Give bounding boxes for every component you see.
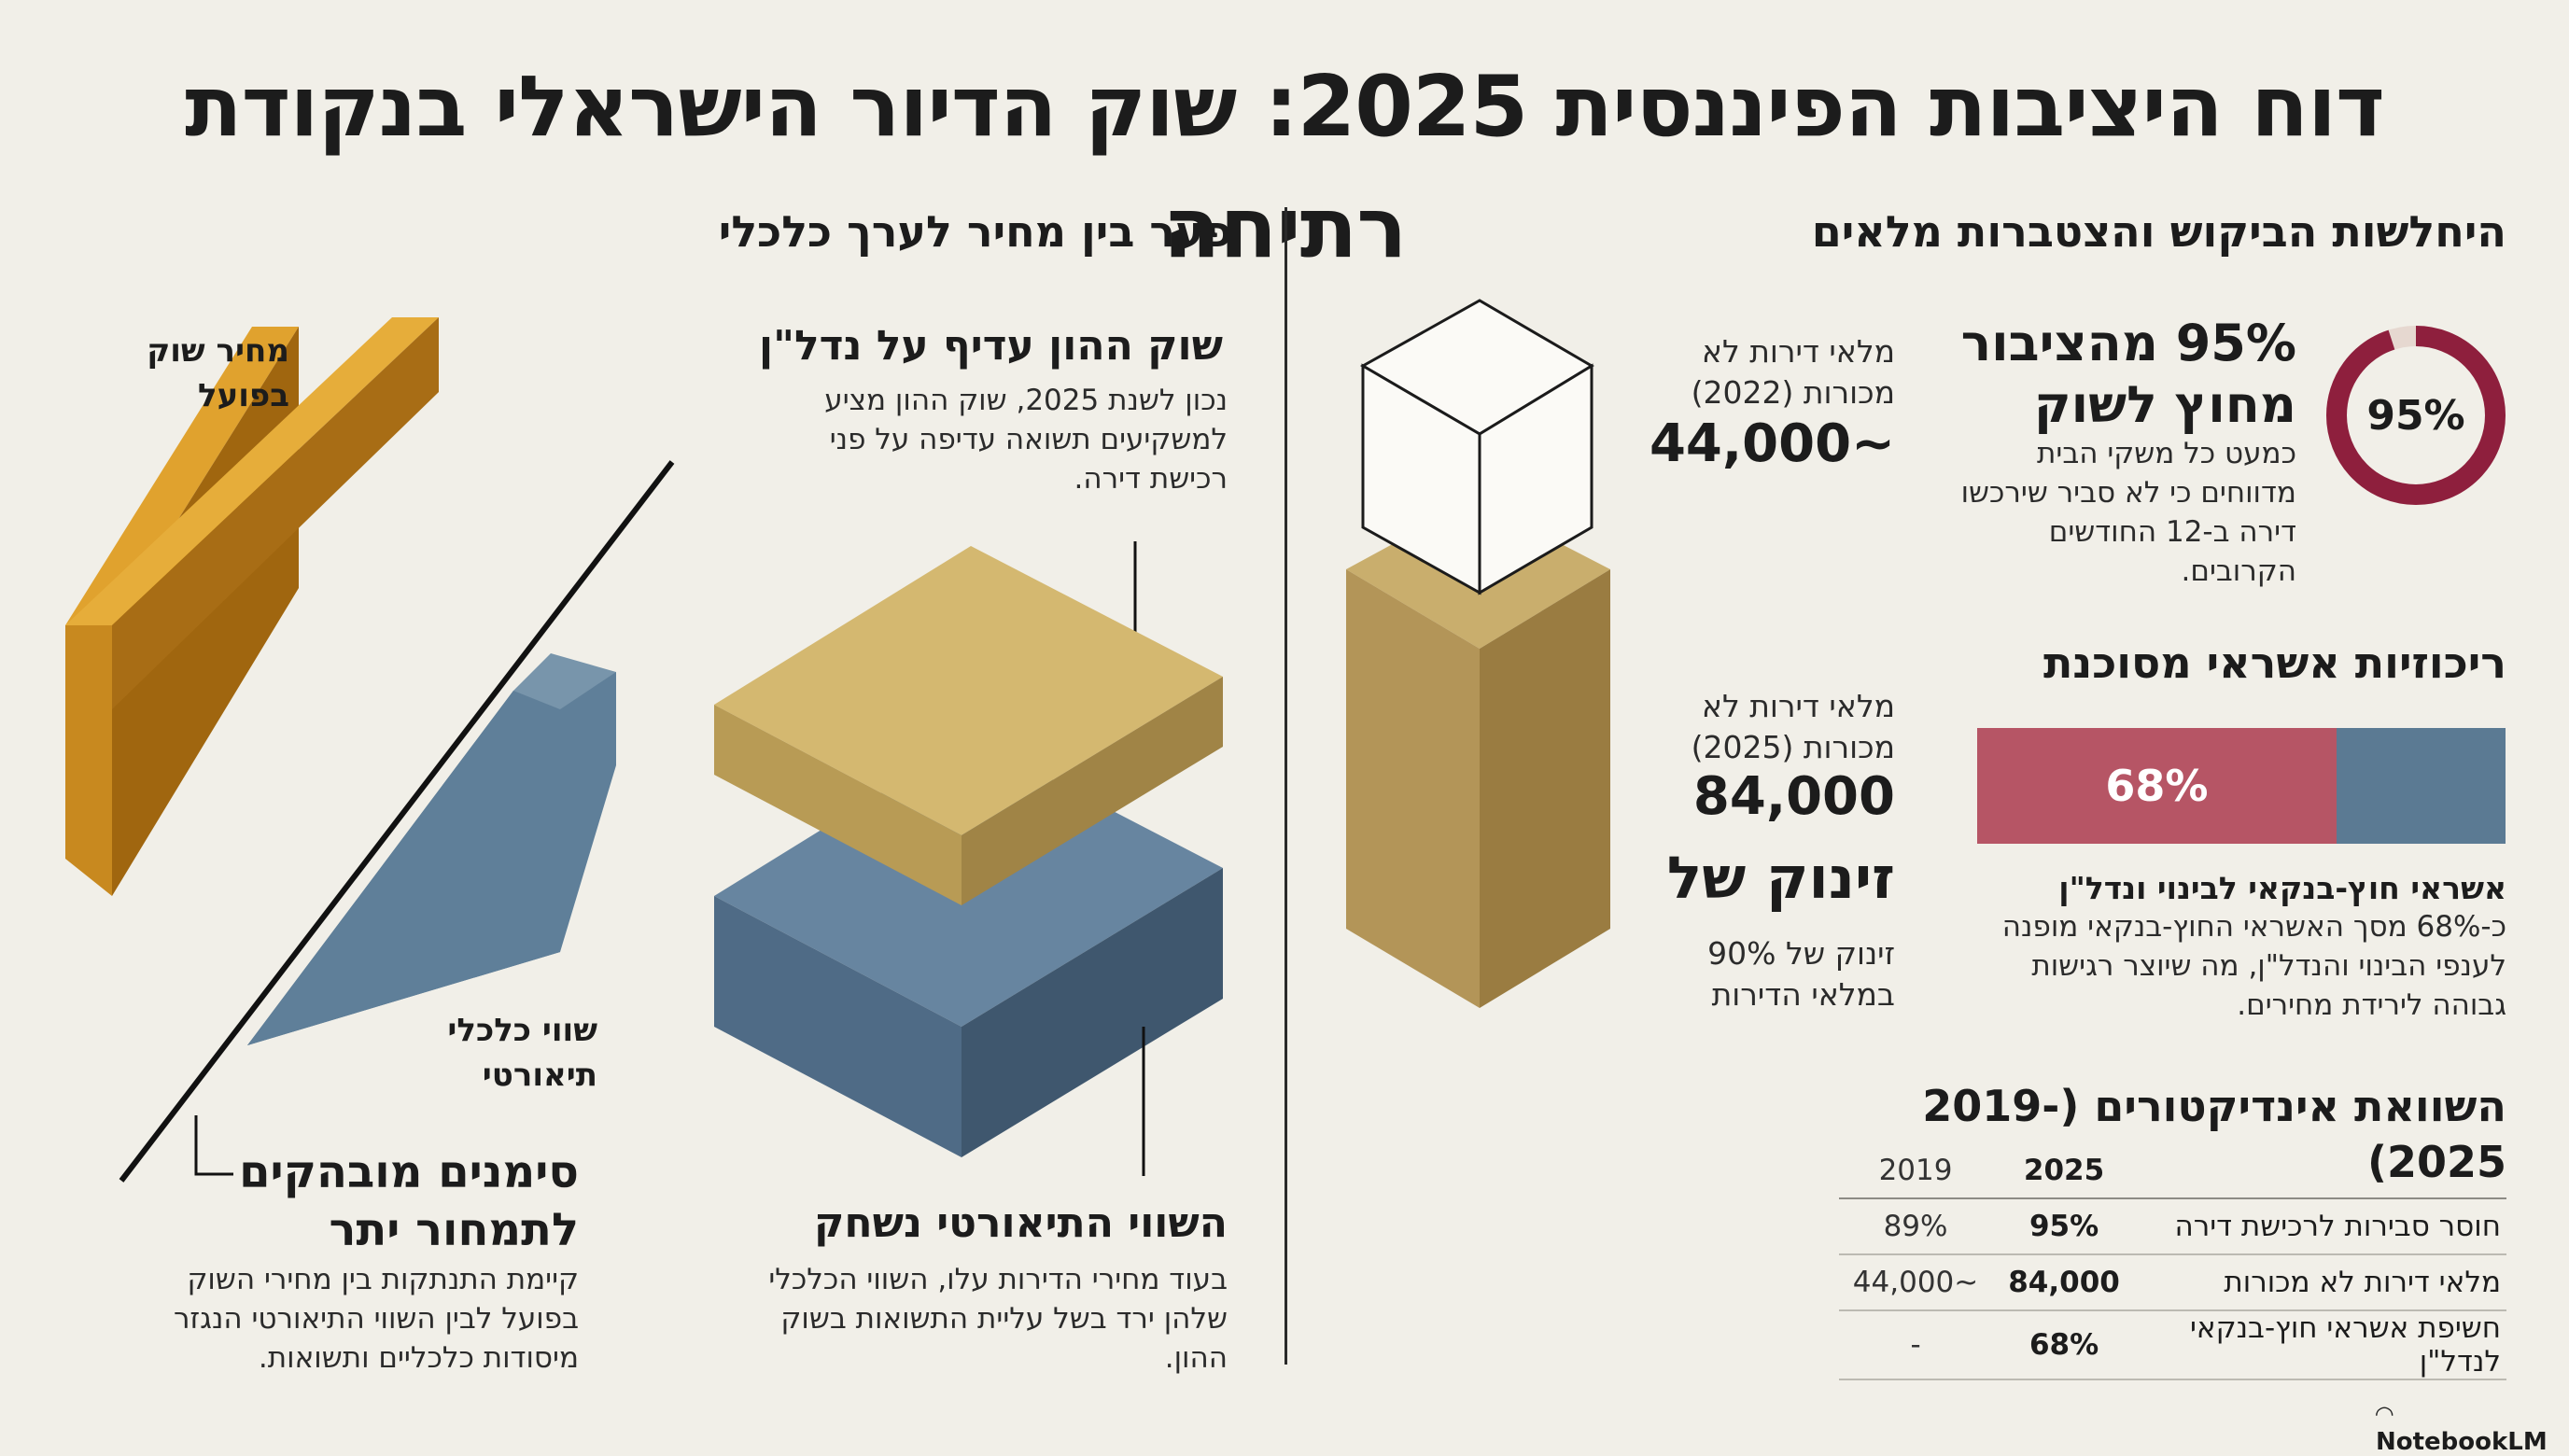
- inventory-2022-value: ~44,000: [1649, 413, 1895, 474]
- economic-value-label: שווי כלכלי תיאורטי: [447, 1012, 597, 1094]
- table-header-indicator: [2136, 1143, 2506, 1199]
- table-header-2019: 2019: [1839, 1143, 1993, 1199]
- table-cell-2019: ~44,000: [1839, 1254, 1993, 1311]
- capital-heading: שוק ההון עדיף על נדל"ן: [759, 322, 1223, 370]
- capital-vs-value-illustration: [714, 541, 1223, 1176]
- table-row: מלאי דירות לא מכורות 84,000 ~44,000: [1839, 1254, 2506, 1311]
- credit-bar-fill: 68%: [1977, 728, 2337, 844]
- table-cell-label: חוסר סבירות לרכישת דירה: [2136, 1198, 2506, 1255]
- table-header-2025: 2025: [1992, 1143, 2137, 1199]
- jump-heading: זינוק של: [1666, 844, 1895, 912]
- inventory-2025-value: 84,000: [1692, 766, 1895, 827]
- table-cell-2019: -: [1839, 1310, 1993, 1380]
- eroded-text: בעוד מחירי הדירות עלו, השווי הכלכלי שלהן…: [768, 1263, 1228, 1375]
- page-title: דוח היציבות הפיננסית 2025: שוק הדיור היש…: [185, 58, 2385, 277]
- inventory-boxes: [1346, 299, 1610, 1008]
- credit-bar: 68%: [1977, 728, 2506, 844]
- credit-bar-rest: [2336, 728, 2506, 844]
- column-divider: [1284, 207, 1287, 1365]
- donut-arc: [2326, 326, 2506, 505]
- eroded-heading: השווי התיאורטי נשחק: [813, 1199, 1228, 1247]
- table-cell-label: חשיפת אשראי חוץ-בנקאי לנדל"ן: [2136, 1310, 2506, 1380]
- capital-market-slab: [714, 546, 1223, 905]
- right-section-heading: היחלשות הביקוש והצטברות מלאים: [1811, 206, 2506, 257]
- table-header-row: 2025 2019: [1839, 1143, 2506, 1199]
- table-cell-2019: 89%: [1839, 1198, 1993, 1255]
- price-value-illustration: [65, 317, 675, 1183]
- inventory-2022-label: מלאי דירות לא מכורות (2022): [1691, 333, 1895, 411]
- signs-text: קיימת התנתקות בין מחירי השוק בפועל לבין …: [173, 1263, 579, 1375]
- table-cell-2025: 95%: [1992, 1198, 2137, 1255]
- credit-heading: ריכוזיות אשראי מסוכנת: [2043, 637, 2506, 688]
- table-cell-2025: 68%: [1992, 1310, 2137, 1380]
- market-price-label: מחיר שוק בפועל: [147, 332, 289, 414]
- credit-text: כ-68% מסך האשראי החוץ-בנקאי מופנה לענפי …: [2001, 910, 2506, 1022]
- capital-text: נכון לשנת 2025, שוק ההון מציע למשקיעים ת…: [824, 384, 1228, 496]
- table-row: חשיפת אשראי חוץ-בנקאי לנדל"ן 68% -: [1839, 1310, 2506, 1380]
- signs-heading: סימנים מובהקים לתמחור יתר: [239, 1146, 579, 1256]
- separator-line: [119, 460, 675, 1183]
- credit-subheading: אשראי חוץ-בנקאי לבינוי ונדל"ן: [2058, 870, 2506, 906]
- public-text: כמעט כל משקי הבית מדווחים כי לא סביר שיר…: [1960, 437, 2296, 588]
- left-section-heading: פער בין מחיר לערך כלכלי: [718, 206, 1232, 257]
- public-donut: 95%: [2326, 326, 2506, 505]
- indicator-table: 2025 2019 חוסר סבירות לרכישת דירה 95% 89…: [1839, 1143, 2506, 1380]
- credit-bar-label: 68%: [2105, 761, 2209, 811]
- logo-text: NotebookLM: [2376, 1428, 2548, 1456]
- callout-line: [194, 1115, 233, 1176]
- table-row: חוסר סבירות לרכישת דירה 95% 89%: [1839, 1198, 2506, 1255]
- jump-text: זינוק של 90% במלאי הדירות: [1707, 935, 1895, 1013]
- inventory-2022-box: [1359, 299, 1594, 595]
- donut-label: 95%: [2366, 392, 2464, 440]
- table-cell-2025: 84,000: [1992, 1254, 2137, 1311]
- inventory-2025-label: מלאי דירות לא מכורות (2025): [1691, 688, 1895, 765]
- logo-icon: ◠: [2376, 1401, 2394, 1427]
- public-heading: 95% מהציבור מחוץ לשוק: [1960, 314, 2296, 434]
- market-price-block: [65, 317, 439, 896]
- table-cell-label: מלאי דירות לא מכורות: [2136, 1254, 2506, 1311]
- notebooklm-logo: ◠ NotebookLM: [2376, 1400, 2569, 1456]
- economic-value-block: [247, 653, 616, 1045]
